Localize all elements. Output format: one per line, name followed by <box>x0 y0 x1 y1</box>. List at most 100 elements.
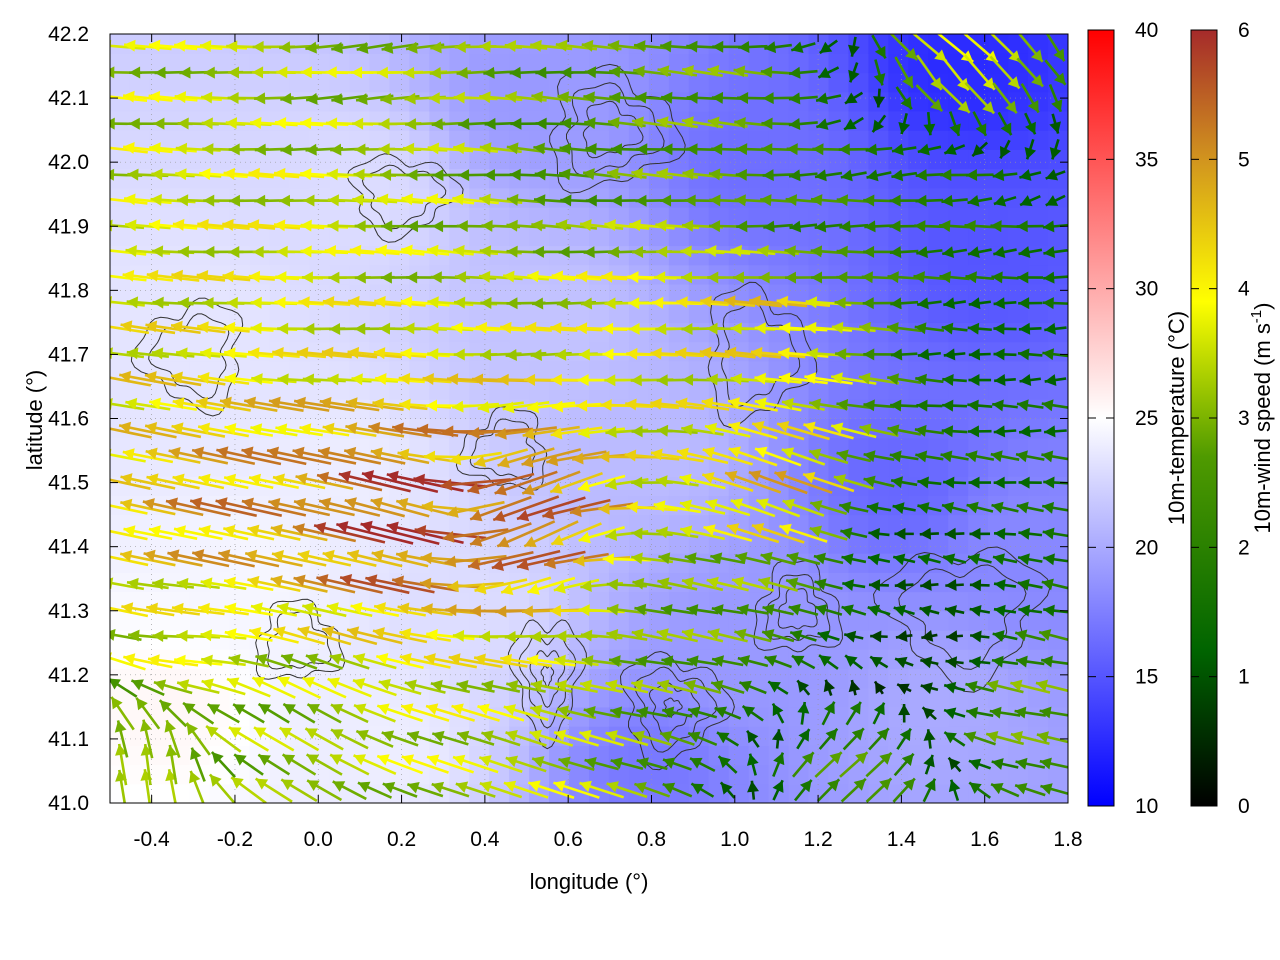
temperature-cell <box>349 303 371 323</box>
temperature-cell <box>788 53 810 74</box>
temperature-cell <box>289 668 311 689</box>
temperature-cell <box>708 226 730 247</box>
temperature-cell <box>868 514 889 535</box>
temperature-cell <box>928 418 949 439</box>
temperature-cell <box>549 226 570 247</box>
wind-vector-head <box>148 654 160 667</box>
temperature-cell <box>110 207 131 227</box>
wind-vector-head <box>110 244 111 250</box>
temperature-cell <box>389 322 410 343</box>
temperature-cell <box>129 72 151 93</box>
wind-vector-shaft <box>110 274 147 282</box>
temperature-cell <box>1048 726 1068 746</box>
temperature-cell <box>808 726 830 746</box>
temperature-cell <box>868 533 889 554</box>
temperature-cell <box>1028 53 1049 74</box>
temperature-cell <box>1028 591 1049 612</box>
wind-vector-head <box>145 421 158 434</box>
temperature-cell <box>229 149 251 170</box>
temperature-cell <box>728 360 750 381</box>
temperature-cell <box>748 130 770 150</box>
temperature-cell <box>349 380 371 400</box>
temperature-cell <box>928 149 949 170</box>
temperature-cell <box>888 668 909 689</box>
temperature-cell <box>668 53 690 74</box>
temperature-cell <box>908 283 929 304</box>
temperature-cell <box>229 303 251 323</box>
temperature-cell <box>249 533 271 554</box>
temperature-cell <box>509 303 530 323</box>
temperature-cell <box>908 533 929 554</box>
wind-vector-head <box>145 320 158 333</box>
wind-vector-shaft <box>110 376 152 387</box>
temperature-cell <box>988 360 1009 381</box>
temperature-cell <box>309 322 331 343</box>
temperature-cell <box>489 341 510 362</box>
wind-vector-shaft <box>110 197 148 205</box>
temperature-cell <box>529 226 550 247</box>
temperature-cell <box>948 418 969 439</box>
temperature-cell <box>688 245 710 266</box>
temperature-cell <box>708 130 730 150</box>
temperature-cell <box>988 226 1009 247</box>
temperature-cell <box>928 322 949 343</box>
temperature-cell <box>289 687 311 708</box>
temperature-cell <box>688 72 710 93</box>
wind-vector-head <box>140 719 152 732</box>
temperature-cell <box>1048 437 1068 458</box>
temperature-cell <box>489 283 510 304</box>
temperature-cell <box>110 783 131 803</box>
wind-vector-shaft <box>110 95 148 102</box>
wind-vector <box>123 39 172 52</box>
temperature-cell <box>289 34 311 54</box>
wind-vector <box>151 168 195 181</box>
temperature-cell <box>209 610 231 631</box>
temperature-cell <box>788 764 810 785</box>
temperature-cell <box>748 668 770 689</box>
temperature-cell <box>549 687 570 708</box>
wind-vector-head <box>149 142 161 155</box>
wind-vector-head <box>131 679 144 691</box>
temperature-cell <box>129 110 151 131</box>
temperature-cell <box>668 610 690 631</box>
temperature-cell <box>449 533 470 554</box>
wind-vector-head <box>97 550 109 562</box>
temperature-cell <box>788 303 810 323</box>
temperature-cell <box>1028 207 1049 227</box>
wind-vector-head <box>115 743 127 756</box>
temperature-cell <box>808 53 830 74</box>
temperature-cell <box>189 72 211 93</box>
temperature-cell <box>908 591 929 612</box>
temperature-cell <box>848 207 870 227</box>
temperature-cell <box>409 360 430 381</box>
temperature-cell <box>948 34 969 54</box>
temperature-cell <box>888 533 909 554</box>
temperature-cell <box>788 745 810 766</box>
temperature-cell <box>728 610 750 631</box>
wind-vector <box>125 397 171 411</box>
temperature-cell <box>589 226 610 247</box>
temperature-cell <box>569 72 590 93</box>
temperature-cell <box>1048 533 1068 554</box>
temperature-cell <box>309 283 331 304</box>
temperature-cell <box>269 764 291 785</box>
temperature-cell <box>489 187 510 208</box>
temperature-cell <box>1008 303 1029 323</box>
temperature-cell <box>928 476 949 496</box>
temperature-cell <box>469 360 490 381</box>
wind-vector <box>147 654 199 667</box>
temperature-cell <box>389 303 410 323</box>
temperature-cell <box>209 207 231 227</box>
temperature-cell <box>848 283 870 304</box>
temperature-cell <box>948 456 969 477</box>
temperature-cell <box>489 149 510 170</box>
wind-vector-head <box>114 720 127 733</box>
temperature-cell <box>289 322 311 343</box>
temperature-cell <box>768 687 790 708</box>
temperature-cell <box>868 360 889 381</box>
wind-vector-shaft <box>110 656 146 671</box>
temperature-cell <box>988 456 1009 477</box>
wind-vector-head <box>123 525 136 537</box>
temperature-cell <box>648 226 670 247</box>
temperature-cell <box>249 283 271 304</box>
